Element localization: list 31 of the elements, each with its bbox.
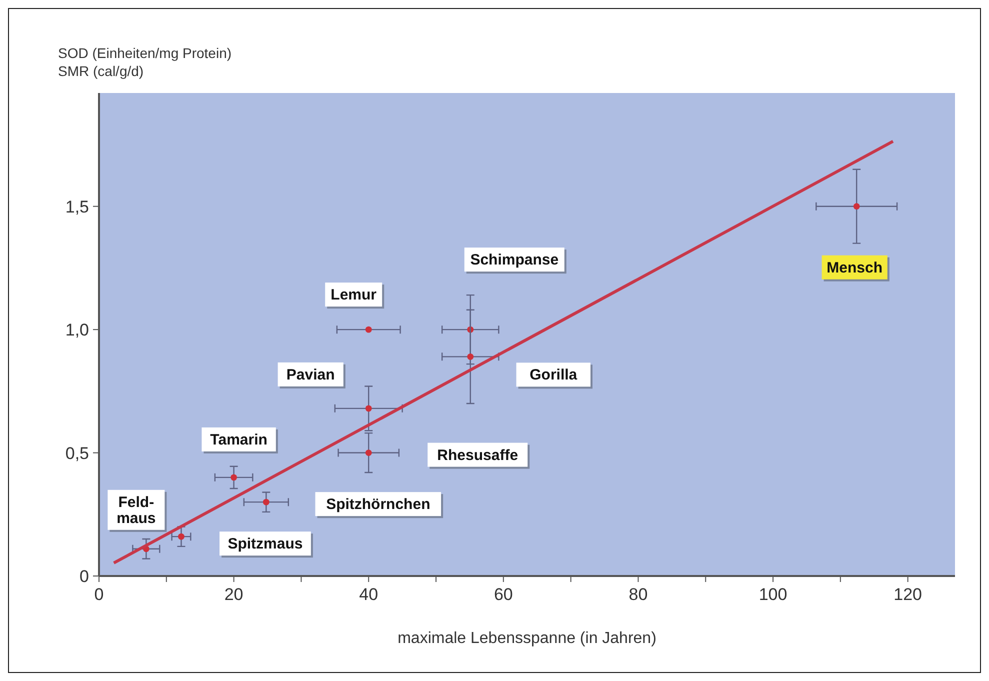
point — [467, 353, 474, 360]
x-tick-label: 80 — [628, 585, 648, 604]
point — [178, 533, 184, 540]
annotation: Spitzmaus — [228, 536, 303, 553]
y-tick-label: 1,0 — [65, 320, 89, 340]
x-tick-label: 20 — [224, 585, 244, 604]
annotation: Lemur — [330, 286, 377, 304]
annotation: Rhesusaffe — [437, 446, 518, 464]
annotation: Feld- maus — [116, 494, 156, 527]
point — [853, 203, 860, 210]
x-tick-label: 120 — [894, 585, 922, 604]
x-tick-label: 40 — [359, 585, 378, 604]
x-tick-label: 0 — [94, 585, 104, 604]
point — [365, 450, 372, 456]
point — [262, 498, 270, 506]
annotation: Mensch — [826, 259, 883, 276]
annotation: Pavian — [286, 366, 335, 384]
x-tick-label: 100 — [758, 585, 788, 604]
y-tick-label: 0 — [80, 567, 89, 586]
annotation: Schimpanse — [470, 252, 559, 269]
y-tick-label: 0,5 — [65, 444, 89, 463]
annotation: Tamarin — [210, 431, 268, 448]
annotation: Gorilla — [530, 366, 578, 384]
point — [365, 405, 372, 412]
x-axis-title: maximale Lebensspanne (in Jahren) — [398, 630, 656, 647]
y-tick-label: 1,5 — [65, 197, 89, 216]
y-axis-title: SOD (Einheiten/mg Protein) SMR (cal/g/d) — [58, 45, 232, 79]
x-tick-label: 60 — [494, 585, 513, 604]
annotation: Spitzhörnchen — [326, 496, 430, 514]
point — [365, 326, 372, 333]
point — [230, 474, 238, 481]
